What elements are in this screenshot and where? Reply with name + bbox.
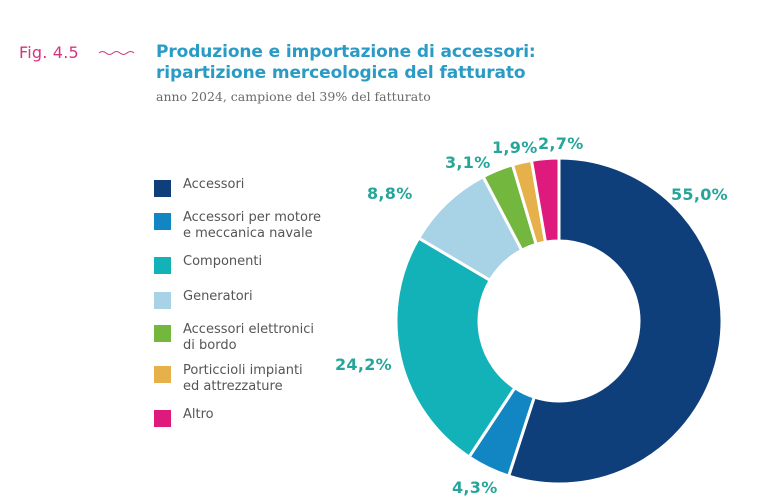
- legend-item-motore: Accessori per motore e meccanica navale: [154, 210, 353, 242]
- chart-title-line-2: ripartizione merceologica del fatturato: [156, 63, 526, 83]
- legend-swatch: [154, 180, 171, 197]
- chart-subtitle: anno 2024, campione del 39% del fatturat…: [156, 89, 431, 104]
- chart-title: Produzione e importazione di accessori: …: [156, 42, 536, 84]
- legend-label: Componenti: [183, 254, 263, 269]
- legend-label: Accessori: [183, 177, 245, 192]
- legend-item-generatori: Generatori: [154, 289, 353, 309]
- legend-item-elettronici: Accessori elettronici di bordo: [154, 322, 353, 354]
- legend-swatch: [154, 410, 171, 427]
- wave-decoration-icon: [98, 51, 135, 55]
- legend-swatch: [154, 257, 171, 274]
- label-altro: 2,7%: [538, 134, 584, 153]
- legend-label: Accessori elettronici di bordo: [183, 322, 314, 353]
- legend-item-accessori: Accessori: [154, 177, 353, 197]
- donut-slice-accessori: [506, 156, 724, 486]
- legend-item-porticcioli: Porticcioli impianti ed attrezzature: [154, 363, 353, 395]
- label-componenti: 24,2%: [335, 355, 393, 374]
- legend-item-altro: Altro: [154, 407, 353, 427]
- donut-slices: [394, 156, 724, 486]
- legend-item-componenti: Componenti: [154, 254, 353, 274]
- legend-swatch: [154, 292, 171, 309]
- donut-slice-altro: [529, 156, 561, 244]
- figure-number: Fig. 4.5: [19, 43, 79, 62]
- label-accessori: 55,0%: [671, 185, 729, 204]
- legend-swatch: [154, 213, 171, 230]
- label-motore: 4,3%: [452, 478, 498, 497]
- label-elettronici: 3,1%: [445, 153, 491, 172]
- legend-label: Generatori: [183, 289, 253, 304]
- donut-slice-componenti: [394, 235, 517, 460]
- label-generatori: 8,8%: [367, 184, 413, 203]
- legend-label: Altro: [183, 407, 214, 422]
- legend-swatch: [154, 366, 171, 383]
- legend-label: Porticcioli impianti ed attrezzature: [183, 363, 303, 394]
- legend-label: Accessori per motore e meccanica navale: [183, 210, 321, 241]
- chart-title-line-1: Produzione e importazione di accessori:: [156, 42, 536, 62]
- label-porticcioli: 1,9%: [492, 138, 538, 157]
- legend-swatch: [154, 325, 171, 342]
